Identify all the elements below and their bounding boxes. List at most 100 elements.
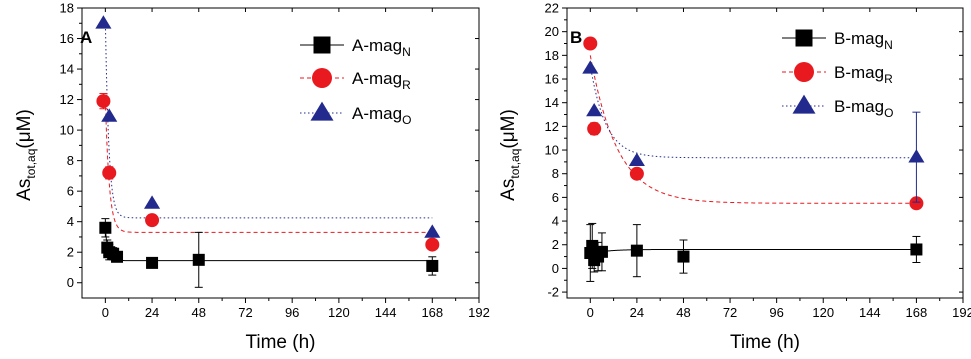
x-tick-label: 168 [421,305,443,320]
y-tick-label: 4 [552,214,559,229]
y-tick-label: 12 [60,92,74,107]
data-point-circle [583,36,598,51]
y-tick-label: 10 [60,123,74,138]
legend-entry-sub: N [884,38,893,52]
legend-entry: B-magR [834,63,893,86]
x-tick-label: 24 [630,305,644,320]
y-tick-label: 14 [60,62,74,77]
data-point-square [426,259,439,272]
x-axis-label: Time (h) [730,332,800,353]
x-tick-label: 48 [676,305,690,320]
data-point-circle [96,94,111,109]
legend-entry-name: B-mag [834,97,884,116]
legend-entry-sub: O [884,106,893,120]
y-tick-label: 22 [545,1,559,16]
data-point-triangle [101,108,118,122]
x-tick-label: 120 [812,305,834,320]
x-axis-label: Time (h) [245,332,315,353]
y-axis-label-unit: (μM) [14,109,35,148]
data-point-circle [629,166,644,181]
legend-entry-sub: R [884,72,893,86]
plot-frame [566,7,964,299]
fit-curve-triangle [104,20,433,219]
legend-entry: B-magN [834,29,893,52]
data-point-circle [425,237,440,252]
x-tick-label: 144 [859,305,881,320]
legend-entry-sub: O [402,113,411,127]
x-tick-label: 96 [769,305,783,320]
x-tick-label: 72 [238,305,252,320]
y-axis-label-sub: tot,aq [24,149,38,179]
data-point-square [586,239,599,252]
data-point-square [630,244,643,257]
y-tick-label: 4 [67,214,74,229]
y-tick-label: 10 [545,143,559,158]
data-point-square [595,245,608,258]
legend-entry-sub: N [402,45,411,59]
y-tick-label: 18 [60,1,74,16]
y-tick-label: 2 [67,245,74,260]
y-axis-label-main: As [498,179,519,201]
legend-marker-triangle [310,101,334,121]
fit-curve-circle [589,55,917,204]
y-tick-label: 0 [552,261,559,276]
data-point-square [192,253,205,266]
data-point-triangle [95,15,112,29]
chart-panel-a: 0 24 48 72 96 120 144 168 192024681012141618Time… [14,1,490,354]
y-axis-label-unit: (μM) [498,109,519,148]
data-point-square [146,256,159,269]
data-point-circle [587,121,602,136]
y-tick-label: 8 [552,166,559,181]
data-point-triangle [908,149,925,163]
y-tick-label: 6 [67,184,74,199]
data-point-triangle [586,102,603,117]
data-point-triangle [424,224,441,238]
y-tick-label: 14 [545,95,559,110]
data-point-square [677,250,690,263]
data-point-circle [102,165,117,180]
data-point-circle [909,196,924,211]
y-axis-label: Astot,aq(μM) [14,109,38,201]
legend-entry-name: A-mag [352,36,402,55]
panel-label: B [570,28,582,47]
y-tick-label: 12 [545,119,559,134]
chart-panel-b: 0 24 48 72 96 120 144 168 192-202468101214161820… [498,1,971,354]
data-point-circle [145,213,160,228]
y-axis-label-sub: tot,aq [508,149,522,179]
legend-marker-triangle [792,94,816,114]
x-tick-label: 24 [145,305,159,320]
fit-curve-square [590,248,917,255]
x-tick-label: 144 [375,305,397,320]
legend-entry-sub: R [402,78,411,92]
fit-curve-square [104,230,433,262]
x-tick-label: 96 [285,305,299,320]
x-tick-label: 192 [952,305,971,320]
legend-marker-circle [794,62,814,82]
x-tick-label: 192 [468,305,490,320]
x-tick-label: 0 [587,305,594,320]
data-point-square [99,221,112,234]
y-axis-label: Astot,aq(μM) [498,109,522,201]
x-tick-label: 48 [192,305,206,320]
fit-curve-triangle [589,65,917,159]
legend-entry-name: A-mag [352,104,402,123]
x-tick-label: 168 [906,305,928,320]
x-tick-label: 0 [102,305,109,320]
y-tick-label: 16 [60,31,74,46]
legend-marker-circle [312,68,332,88]
data-point-triangle [582,60,599,74]
legend-entry: A-magO [352,104,411,127]
panel-label: A [80,28,92,47]
data-point-square [584,247,597,260]
x-tick-label: 120 [328,305,350,320]
fit-curve-circle [104,99,433,233]
y-tick-label: 6 [552,190,559,205]
plot-frame [81,7,480,299]
legend-entry: B-magO [834,97,893,120]
y-axis-label-main: As [14,179,35,201]
y-tick-label: -2 [547,285,559,300]
legend-marker-square [795,29,813,47]
legend-marker-square [313,36,331,54]
x-tick-label: 72 [723,305,737,320]
